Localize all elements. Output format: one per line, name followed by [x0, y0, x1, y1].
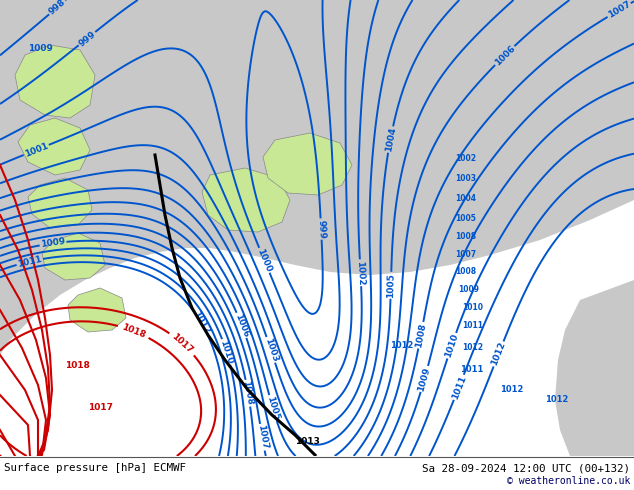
Text: 1012: 1012 [462, 343, 483, 352]
Text: 1000: 1000 [256, 247, 273, 273]
Text: 1017: 1017 [170, 332, 195, 355]
Text: 1008: 1008 [455, 231, 476, 241]
Text: 1002: 1002 [356, 260, 366, 285]
Text: 1002: 1002 [455, 153, 476, 163]
Polygon shape [28, 178, 92, 228]
Text: 1012: 1012 [191, 310, 211, 336]
Text: 1007: 1007 [606, 0, 632, 20]
Text: 1009: 1009 [28, 44, 53, 52]
Text: 1006: 1006 [493, 44, 517, 67]
Text: 1010: 1010 [443, 333, 460, 359]
Text: 1010: 1010 [219, 339, 235, 365]
Text: 1008: 1008 [414, 322, 427, 348]
Text: 1003: 1003 [262, 337, 279, 363]
Polygon shape [0, 0, 634, 355]
Polygon shape [15, 45, 95, 118]
Text: © weatheronline.co.uk: © weatheronline.co.uk [507, 476, 630, 486]
Text: 1004: 1004 [384, 126, 397, 152]
Text: 1018: 1018 [120, 322, 147, 340]
Text: Surface pressure [hPa] ECMWF: Surface pressure [hPa] ECMWF [4, 463, 186, 473]
Text: 999: 999 [316, 219, 326, 239]
Text: 1009: 1009 [458, 286, 479, 294]
Text: 1005: 1005 [455, 214, 476, 222]
Text: 1007: 1007 [455, 249, 476, 259]
Text: 998: 998 [47, 0, 67, 17]
Text: 1013: 1013 [295, 438, 320, 446]
Text: 1008: 1008 [242, 380, 255, 406]
Text: 1006: 1006 [233, 312, 250, 339]
Polygon shape [18, 118, 90, 175]
Text: Sa 28-09-2024 12:00 UTC (00+132): Sa 28-09-2024 12:00 UTC (00+132) [422, 463, 630, 473]
Text: 1001: 1001 [23, 141, 49, 159]
Text: 1007: 1007 [256, 424, 269, 450]
Text: 1011: 1011 [462, 321, 483, 330]
Text: 1012: 1012 [490, 341, 507, 367]
Text: 1017: 1017 [88, 403, 113, 413]
Polygon shape [68, 288, 126, 332]
Text: 1003: 1003 [455, 173, 476, 182]
Text: 1009: 1009 [417, 366, 432, 392]
Text: 1012: 1012 [545, 395, 568, 405]
Text: 1011: 1011 [16, 254, 43, 269]
Polygon shape [0, 0, 90, 330]
Text: 999: 999 [77, 29, 97, 48]
Text: 1009: 1009 [40, 237, 66, 249]
Text: 1011: 1011 [450, 374, 468, 400]
Polygon shape [202, 168, 290, 232]
Text: 1018: 1018 [65, 361, 90, 369]
Text: 1005: 1005 [386, 273, 396, 298]
Text: 1004: 1004 [455, 194, 476, 202]
Text: 1005: 1005 [265, 395, 281, 421]
Text: 1008: 1008 [455, 268, 476, 276]
Text: 1010: 1010 [462, 303, 483, 313]
Polygon shape [42, 233, 105, 280]
Text: 1012: 1012 [500, 386, 524, 394]
Polygon shape [555, 280, 634, 456]
Text: 1011: 1011 [460, 366, 483, 374]
Polygon shape [263, 133, 352, 195]
Text: 1012: 1012 [390, 342, 413, 350]
